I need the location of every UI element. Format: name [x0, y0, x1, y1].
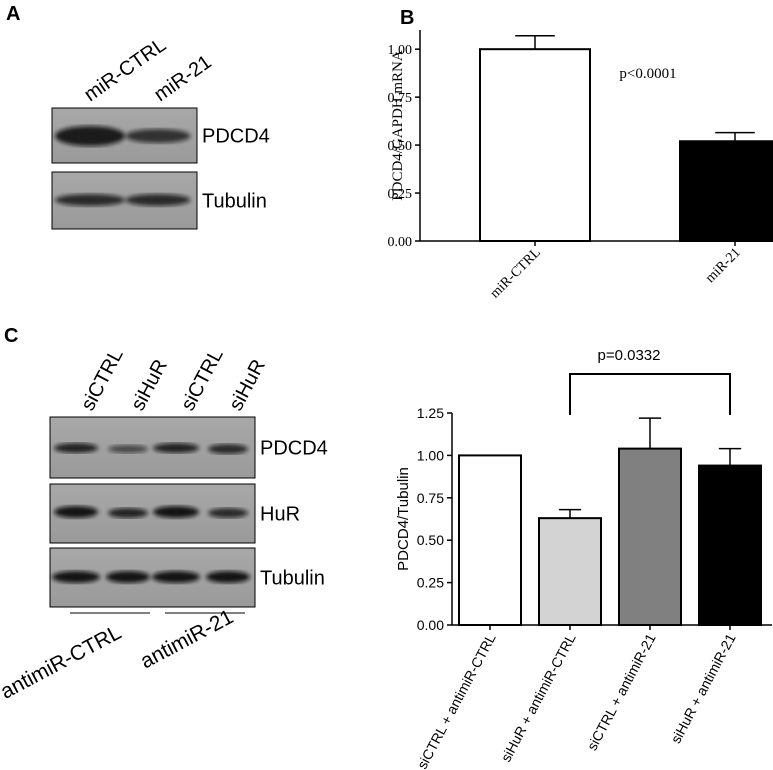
x-tick-label: siCTRL + antimiR-CTRL: [414, 631, 499, 770]
bar-chart: 0.00 0.25 0.50 0.75 1.00 1.25 PDCD4/Tubulin siC…: [395, 347, 772, 770]
y-axis-label: PDCD4/Tubulin: [395, 467, 412, 571]
blot-band: [153, 506, 199, 518]
bar: [679, 140, 773, 242]
blot-band: [55, 126, 125, 146]
group-label: antimiR-21: [137, 605, 237, 673]
bar: [698, 464, 762, 626]
x-tick-label: siHuR + antimiR-21: [667, 631, 738, 746]
y-tick-label: 0.50: [388, 139, 413, 154]
y-tick-label: 0.25: [417, 575, 444, 591]
y-axis-label: PDCD4/GAPDH mRNA: [390, 50, 406, 201]
x-tick-label: miR-CTRL: [488, 245, 544, 301]
blot-band: [54, 506, 98, 518]
blot-band: [108, 445, 148, 453]
y-tick-label: 0.50: [417, 532, 444, 548]
protein-label: Tubulin: [260, 568, 325, 590]
lane-label: siHuR: [225, 356, 270, 414]
blot-band: [208, 444, 248, 454]
blot-band: [54, 443, 98, 453]
lane-label: miR-21: [150, 51, 215, 106]
protein-label: PDCD4: [260, 438, 328, 460]
y-tick-label: 1.00: [388, 43, 413, 58]
annotation: p<0.0001: [619, 66, 676, 82]
blot-band: [55, 194, 125, 206]
y-tick-label: 0.75: [388, 91, 413, 106]
blot-band: [108, 508, 148, 518]
bar: [458, 454, 522, 626]
blot-band: [106, 571, 150, 583]
blot-band: [125, 194, 191, 206]
bar: [479, 48, 591, 242]
panel-label: B: [400, 7, 414, 29]
blot-band: [208, 508, 248, 518]
group-label: antimiR-CTRL: [0, 621, 125, 704]
y-tick-label: 0.25: [388, 187, 413, 202]
y-tick-label: 1.25: [417, 405, 444, 421]
protein-label: Tubulin: [202, 191, 267, 213]
blot-band: [52, 571, 100, 583]
x-tick-label: siCTRL + antimiR-21: [584, 631, 659, 753]
y-tick-label: 0.00: [417, 617, 444, 633]
lane-label: siHuR: [127, 356, 172, 414]
y-tick-label: 0.75: [417, 490, 444, 506]
protein-label: PDCD4: [202, 126, 270, 148]
blot-band: [206, 571, 250, 583]
protein-label: HuR: [260, 504, 300, 526]
lane-label: siCTRL: [177, 345, 228, 414]
x-tick-label: miR-21: [703, 245, 744, 286]
bar: [618, 447, 682, 626]
panel-label: C: [4, 325, 18, 347]
blot-band: [125, 129, 191, 143]
y-tick-label: 1.00: [417, 447, 444, 463]
panel-label: A: [6, 3, 20, 25]
bar: [538, 517, 602, 626]
blot-band: [152, 571, 200, 583]
x-tick-label: siHuR + antimiR-CTRL: [498, 631, 579, 765]
blot-band: [153, 443, 199, 453]
y-tick-label: 0.00: [388, 235, 413, 250]
significance-bracket: [569, 373, 731, 415]
lane-label: siCTRL: [77, 345, 128, 414]
annotation: p=0.0332: [598, 347, 661, 364]
